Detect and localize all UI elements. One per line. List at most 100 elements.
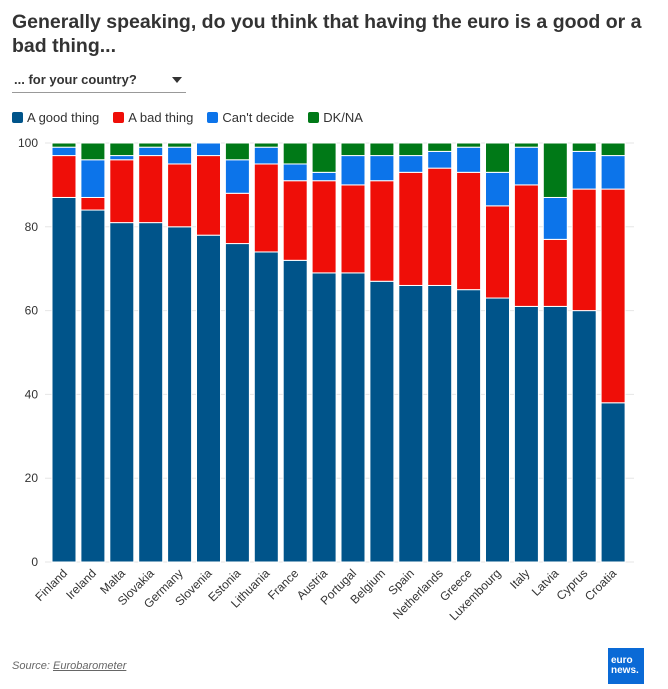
bar-segment[interactable] bbox=[109, 142, 135, 157]
bar-segment[interactable] bbox=[253, 251, 279, 563]
bar-segment[interactable] bbox=[138, 222, 164, 563]
legend-item[interactable]: A bad thing bbox=[113, 110, 193, 125]
bar-segment[interactable] bbox=[282, 163, 308, 182]
bar-segment[interactable] bbox=[369, 155, 395, 182]
source: Source: Eurobarometer bbox=[12, 660, 126, 672]
bar-segment[interactable] bbox=[80, 196, 106, 211]
bar-segment[interactable] bbox=[398, 284, 424, 563]
bar-segment[interactable] bbox=[513, 184, 539, 307]
bar-segment[interactable] bbox=[456, 171, 482, 291]
bar-segment[interactable] bbox=[571, 142, 597, 152]
x-tick-label: France bbox=[265, 566, 302, 603]
y-tick-label: 0 bbox=[31, 555, 38, 569]
bar-segment[interactable] bbox=[513, 305, 539, 563]
bar-segment[interactable] bbox=[224, 142, 250, 161]
bar-segment[interactable] bbox=[224, 192, 250, 245]
bar-segment[interactable] bbox=[542, 305, 568, 563]
bar-segment[interactable] bbox=[398, 171, 424, 286]
bar-segment[interactable] bbox=[80, 142, 106, 161]
bar-segment[interactable] bbox=[571, 310, 597, 563]
legend-item[interactable]: A good thing bbox=[12, 110, 99, 125]
bar-segment[interactable] bbox=[167, 163, 193, 228]
bar-segment[interactable] bbox=[340, 184, 366, 274]
bar-segment[interactable] bbox=[253, 146, 279, 165]
stacked-bar-chart: 020406080100FinlandIrelandMaltaSlovakiaG… bbox=[18, 136, 634, 623]
bar-segment[interactable] bbox=[282, 142, 308, 165]
bar-segment[interactable] bbox=[600, 142, 626, 157]
chevron-down-icon bbox=[172, 77, 182, 83]
bar-segment[interactable] bbox=[51, 196, 77, 563]
bar-segment[interactable] bbox=[253, 163, 279, 253]
bar-segment[interactable] bbox=[542, 238, 568, 307]
bar-segment[interactable] bbox=[311, 272, 337, 563]
bar-segment[interactable] bbox=[80, 159, 106, 198]
bar-segment[interactable] bbox=[427, 150, 453, 169]
bar-segment[interactable] bbox=[224, 243, 250, 563]
bar-segment[interactable] bbox=[600, 188, 626, 404]
bar-segment[interactable] bbox=[282, 259, 308, 563]
bar-segment[interactable] bbox=[51, 142, 77, 148]
bar-segment[interactable] bbox=[542, 196, 568, 240]
bar-segment[interactable] bbox=[340, 155, 366, 186]
bar-segment[interactable] bbox=[398, 142, 424, 157]
legend-label: A good thing bbox=[27, 110, 100, 125]
bar-segment[interactable] bbox=[398, 155, 424, 173]
euronews-logo: euro news. bbox=[608, 648, 644, 684]
bar-segment[interactable] bbox=[167, 226, 193, 563]
bar-segment[interactable] bbox=[167, 142, 193, 148]
legend-swatch bbox=[308, 112, 320, 123]
dropdown-value: ... for your country? bbox=[14, 72, 137, 87]
bar-segment[interactable] bbox=[109, 222, 135, 563]
bar-segment[interactable] bbox=[224, 159, 250, 194]
bar-segment[interactable] bbox=[513, 146, 539, 186]
bar-segment[interactable] bbox=[80, 209, 106, 563]
bar-segment[interactable] bbox=[456, 289, 482, 563]
bar-segment[interactable] bbox=[138, 155, 164, 224]
x-tick-label: Croatia bbox=[582, 566, 619, 603]
legend-item[interactable]: DK/NA bbox=[308, 110, 363, 125]
bar-segment[interactable] bbox=[138, 146, 164, 157]
bar-segment[interactable] bbox=[571, 188, 597, 312]
bar-segment[interactable] bbox=[340, 272, 366, 563]
y-tick-label: 80 bbox=[25, 220, 39, 234]
bar-segment[interactable] bbox=[427, 284, 453, 563]
bar-segment[interactable] bbox=[427, 142, 453, 152]
bar-segment[interactable] bbox=[485, 297, 510, 563]
bar-segment[interactable] bbox=[513, 142, 539, 148]
bar-segment[interactable] bbox=[369, 142, 395, 157]
legend-label: Can't decide bbox=[222, 110, 295, 125]
bar-segment[interactable] bbox=[311, 142, 337, 173]
bar-segment[interactable] bbox=[340, 142, 366, 157]
bar-segment[interactable] bbox=[369, 280, 395, 563]
bar-segment[interactable] bbox=[369, 180, 395, 282]
bar-segment[interactable] bbox=[542, 142, 568, 198]
bar-segment[interactable] bbox=[109, 155, 135, 161]
bar-segment[interactable] bbox=[600, 402, 626, 563]
legend-item[interactable]: Can't decide bbox=[207, 110, 294, 125]
bar-segment[interactable] bbox=[167, 146, 193, 165]
bar-segment[interactable] bbox=[51, 146, 77, 157]
bar-segment[interactable] bbox=[282, 180, 308, 261]
chart-title: Generally speaking, do you think that ha… bbox=[12, 11, 642, 57]
bar-segment[interactable] bbox=[109, 159, 135, 224]
bar-segment[interactable] bbox=[571, 150, 597, 190]
bar-segment[interactable] bbox=[456, 146, 482, 173]
bar-segment[interactable] bbox=[253, 142, 279, 148]
question-dropdown[interactable]: ... for your country? bbox=[12, 68, 186, 93]
bar-segment[interactable] bbox=[196, 142, 221, 157]
bar-segment[interactable] bbox=[51, 155, 77, 198]
bar-segment[interactable] bbox=[456, 142, 482, 148]
bar-segment[interactable] bbox=[196, 234, 221, 563]
bar-segment[interactable] bbox=[485, 205, 510, 299]
bar-segment[interactable] bbox=[311, 180, 337, 274]
bar-segment[interactable] bbox=[485, 171, 510, 207]
legend-swatch bbox=[113, 112, 125, 123]
bar-segment[interactable] bbox=[196, 155, 221, 236]
bar-segment[interactable] bbox=[427, 167, 453, 286]
bar-segment[interactable] bbox=[311, 171, 337, 182]
bar-segment[interactable] bbox=[600, 155, 626, 190]
bar-segment[interactable] bbox=[138, 142, 164, 148]
source-link[interactable]: Eurobarometer bbox=[52, 660, 127, 672]
x-tick-label: Ireland bbox=[63, 566, 99, 602]
bar-segment[interactable] bbox=[485, 142, 510, 173]
